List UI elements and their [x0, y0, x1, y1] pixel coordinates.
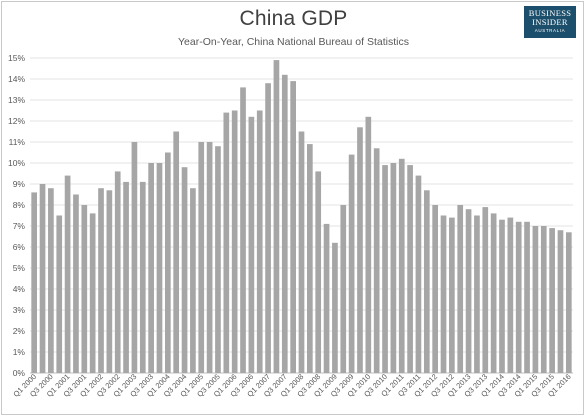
bar-q4-2011	[423, 190, 430, 373]
y-tick-label: 7%	[13, 221, 26, 231]
bar-q2-2006	[240, 87, 246, 374]
y-axis: 0% 1% 2% 3% 4% 5% 6% 7% 8% 9% 10% 11% 12% 13% 14% 15%	[8, 53, 25, 378]
bar-q1-2012	[432, 205, 438, 373]
bar-q4-2002	[123, 181, 129, 373]
bar-q4-2009	[357, 127, 363, 373]
bar-q4-2010	[390, 163, 397, 373]
bars	[31, 60, 572, 374]
bar-q2-2000	[39, 184, 46, 373]
bar-q1-2002	[98, 188, 104, 373]
y-tick-label: 6%	[13, 242, 26, 252]
bar-q4-2007	[290, 81, 296, 373]
bar-q1-2014	[499, 219, 505, 373]
bar-q3-2002	[114, 171, 121, 373]
y-tick-label: 14%	[8, 74, 25, 84]
bar-q2-2012	[440, 215, 447, 373]
bar-q4-2006	[256, 110, 263, 373]
bar-q2-2014	[507, 217, 514, 373]
bar-q4-2012	[457, 205, 464, 373]
y-tick-label: 10%	[8, 158, 25, 168]
bar-q2-2013	[474, 215, 480, 373]
bar-q1-2003	[131, 142, 138, 373]
bar-q1-2008	[298, 131, 305, 373]
bar-q2-2001	[73, 194, 79, 373]
bar-q1-2005	[198, 142, 205, 373]
y-tick-label: 11%	[9, 137, 26, 147]
bar-q2-2011	[407, 165, 413, 373]
y-tick-label: 15%	[8, 53, 25, 63]
bar-q1-2016	[565, 232, 572, 373]
bar-q4-2008	[323, 223, 330, 373]
logo-line-business: BUSINESS	[528, 8, 572, 18]
bar-q3-2011	[415, 175, 422, 373]
bar-q3-2006	[248, 116, 255, 374]
bar-q3-2014	[515, 221, 522, 373]
y-tick-label: 8%	[13, 200, 26, 210]
y-tick-label: 1%	[13, 347, 26, 357]
bar-q1-2007	[265, 83, 271, 373]
bar-q3-2001	[81, 205, 88, 373]
y-tick-label: 9%	[13, 179, 26, 189]
bar-q2-2004	[173, 131, 180, 373]
bar-q1-2001	[64, 175, 71, 373]
bar-q1-2015	[532, 226, 539, 373]
bar-q1-2000	[31, 192, 38, 373]
logo-line-australia: AUSTRALIA	[534, 28, 566, 33]
y-tick-label: 2%	[13, 326, 26, 336]
bar-q3-2012	[449, 217, 455, 373]
bar-q2-2002	[106, 190, 113, 373]
y-tick-label: 13%	[8, 95, 25, 105]
bar-q3-2007	[281, 74, 288, 374]
bar-q1-2010	[365, 116, 372, 374]
bar-q2-2010	[373, 148, 380, 373]
bar-q2-2005	[206, 142, 213, 373]
y-tick-label: 4%	[13, 284, 26, 294]
bar-q2-2007	[273, 60, 280, 373]
bar-q1-2009	[332, 242, 338, 373]
bar-q2-2008	[307, 144, 313, 373]
bar-q3-2000	[48, 188, 54, 373]
business-insider-logo: BUSINESS INSIDER AUSTRALIA	[524, 6, 576, 38]
bar-q3-2008	[315, 171, 322, 373]
bar-q2-2015	[540, 226, 547, 373]
bar-q4-2000	[56, 215, 63, 373]
bar-q3-2010	[382, 165, 388, 373]
bar-q4-2014	[524, 221, 530, 373]
y-tick-label: 12%	[8, 116, 25, 126]
bar-q2-2003	[139, 181, 146, 373]
bar-q3-2013	[482, 207, 489, 373]
bar-q4-2005	[223, 112, 230, 373]
bar-q1-2006	[231, 110, 238, 373]
bar-q3-2003	[148, 163, 154, 373]
bar-q4-2013	[490, 213, 497, 373]
bar-q4-2001	[89, 213, 96, 373]
y-tick-label: 3%	[13, 305, 26, 315]
bar-q1-2011	[398, 158, 405, 373]
logo-line-insider: INSIDER	[532, 17, 568, 27]
bar-q3-2004	[181, 167, 188, 373]
bar-q3-2005	[215, 146, 221, 373]
chart-title: China GDP	[239, 7, 348, 30]
y-tick-label: 5%	[13, 263, 26, 273]
bar-q1-2004	[165, 152, 171, 373]
bar-q3-2015	[549, 228, 555, 373]
bar-q4-2015	[557, 230, 564, 373]
bar-q2-2009	[340, 205, 347, 373]
bar-q1-2013	[465, 209, 472, 373]
bar-q3-2009	[348, 154, 355, 373]
bar-q4-2004	[190, 188, 196, 373]
y-tick-label: 0%	[13, 368, 26, 378]
bar-q4-2003	[156, 163, 163, 373]
chart-subtitle: Year-On-Year, China National Bureau of S…	[178, 36, 409, 48]
